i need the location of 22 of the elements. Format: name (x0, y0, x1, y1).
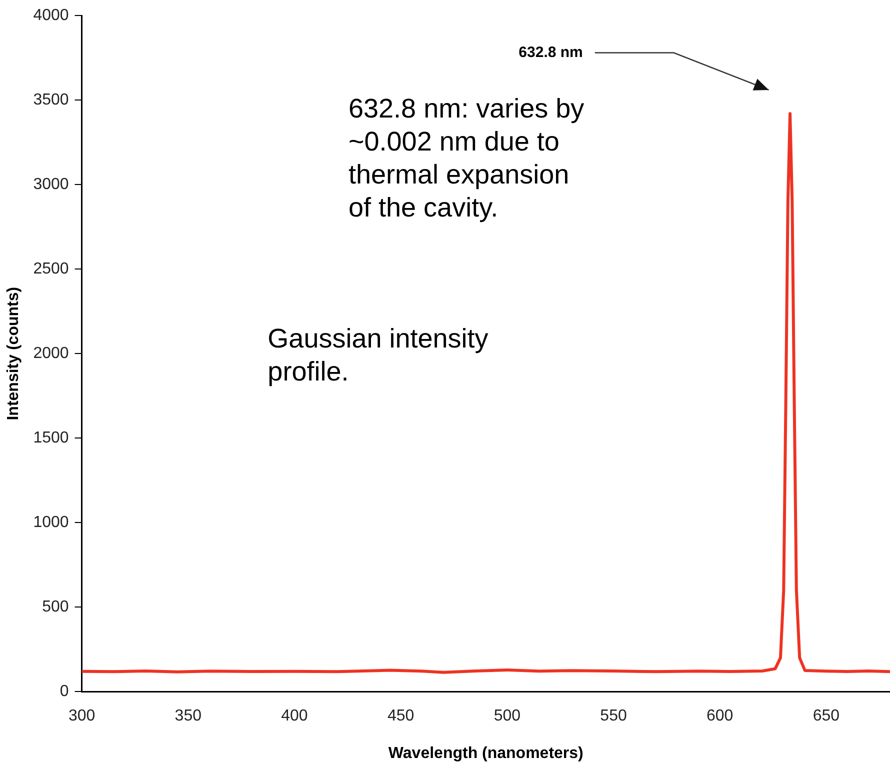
x-tick-label: 300 (68, 708, 96, 725)
y-tick-label: 2500 (33, 260, 69, 278)
annotation: 632.8 nm: varies by ~0.002 nm due to thermal expansion of the cavity. (348, 94, 585, 223)
y-tick-label: 2000 (33, 345, 69, 362)
annotation: Gaussian intensity profile. (268, 324, 489, 387)
y-axis-title: Intensity (counts) (5, 286, 22, 420)
x-tick-label: 550 (600, 708, 627, 725)
x-tick-label: 350 (174, 708, 202, 725)
annotation: 632.8 nm (518, 44, 583, 61)
x-axis-title: Wavelength (nanometers) (388, 744, 584, 762)
y-tick-label: 4000 (33, 7, 69, 24)
y-tick-label: 1000 (33, 514, 69, 532)
y-tick-label: 3500 (33, 92, 69, 109)
y-tick-label: 500 (42, 598, 69, 616)
x-tick-label: 650 (812, 708, 840, 725)
y-tick-label: 3000 (33, 176, 69, 194)
y-tick-label: 1500 (33, 430, 69, 447)
x-tick-label: 400 (281, 708, 308, 725)
x-tick-label: 500 (494, 708, 521, 725)
x-tick-label: 450 (387, 708, 414, 725)
y-tick-label: 0 (60, 683, 69, 700)
x-tick-label: 600 (706, 708, 734, 725)
